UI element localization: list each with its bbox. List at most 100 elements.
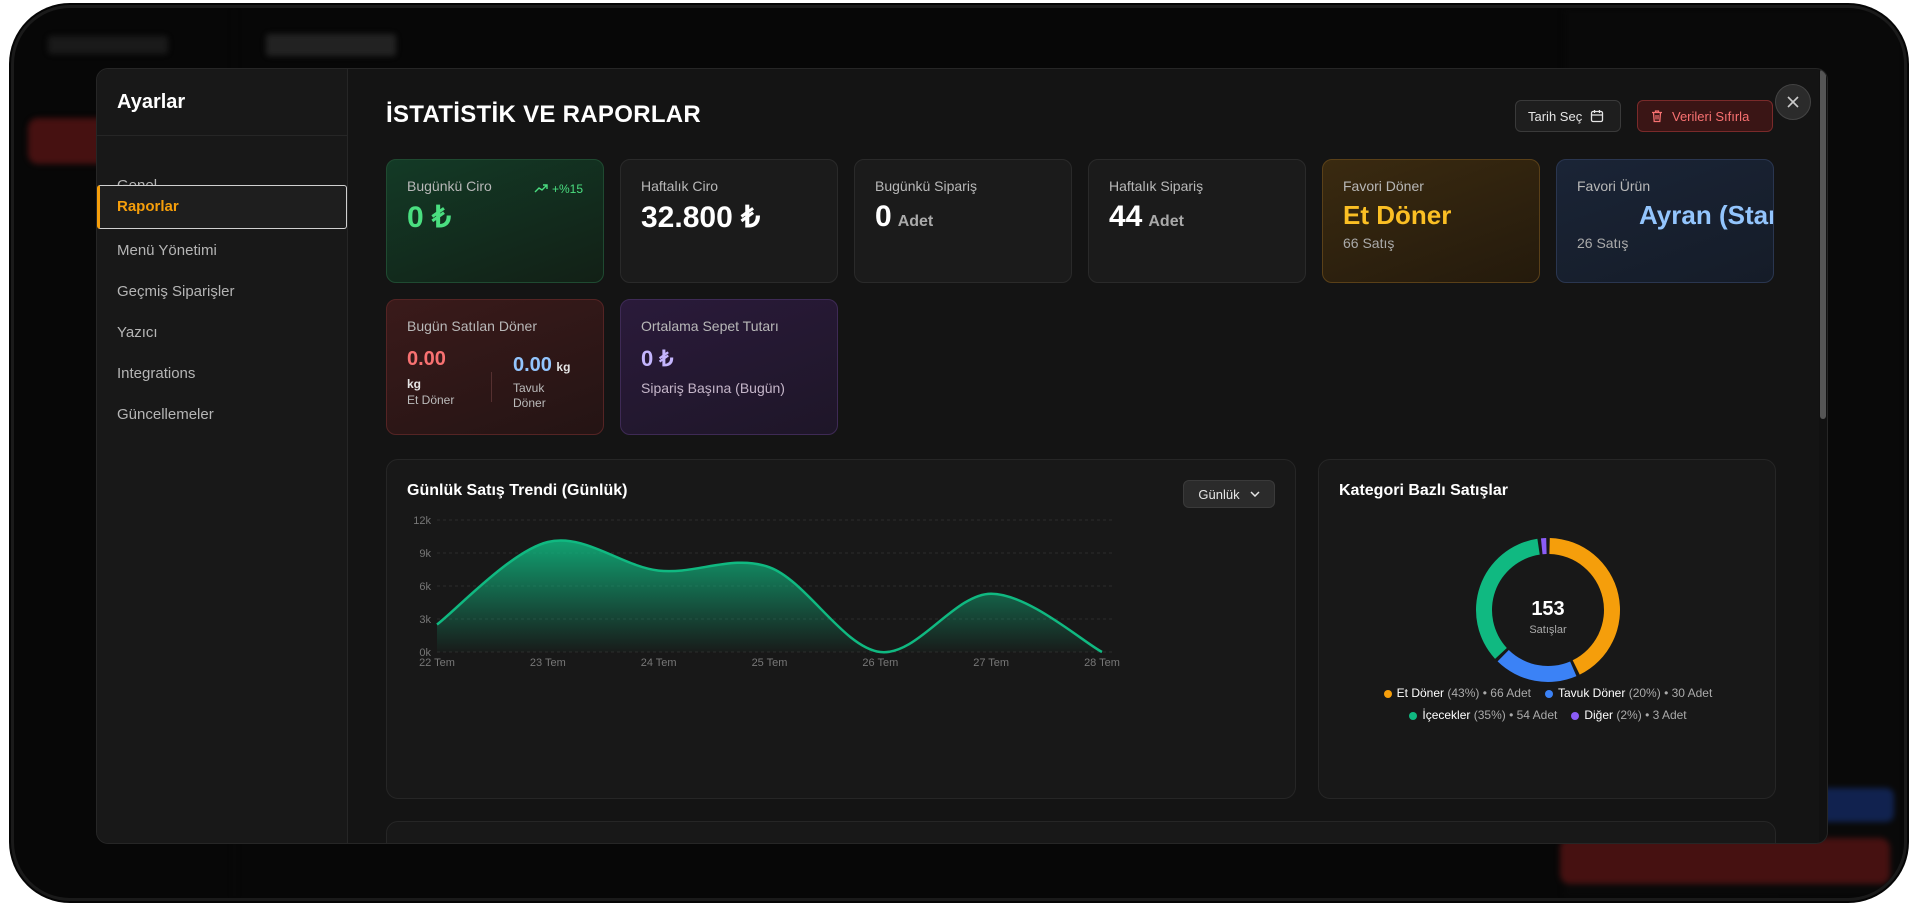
category-legend-row-2: İçecekler (35%) • 54 Adet Diğer (2%) • 3… <box>1319 708 1777 722</box>
legend-dot <box>1544 689 1553 698</box>
card-label: Haftalık Sipariş <box>1109 178 1204 194</box>
card-value: Et Döner <box>1343 200 1452 230</box>
sidebar-item-menu-yonetimi[interactable]: Menü Yönetimi <box>117 242 217 259</box>
background-logo <box>48 36 168 54</box>
legend-label: İçecekler <box>1422 708 1471 722</box>
sidebar-item-integrations[interactable]: Integrations <box>117 365 196 382</box>
card-value: 0 ₺ <box>407 201 452 234</box>
weekly-orders-card: Haftalık Sipariş 44 Adet <box>1088 159 1306 283</box>
reports-content: İSTATİSTİK VE RAPORLAR Tarih Seç Veriler… <box>348 69 1827 843</box>
y-tick-label: 12k <box>413 515 431 527</box>
close-button[interactable] <box>1775 84 1811 120</box>
background-title <box>266 34 396 56</box>
today-orders-card: Bugünkü Sipariş 0 Adet <box>854 159 1072 283</box>
legend-item: Diğer (2%) • 3 Adet <box>1571 708 1687 722</box>
legend-label: Et Döner <box>1396 686 1445 700</box>
donut-total-label: Satışlar <box>1529 624 1567 636</box>
legend-percent: (2%) <box>1616 708 1642 722</box>
trend-badge: +%15 <box>534 182 583 196</box>
reset-data-button[interactable]: Verileri Sıfırla <box>1637 100 1773 132</box>
x-tick-label: 28 Tem <box>1084 657 1120 669</box>
card-sub: 26 Satış <box>1577 235 1629 251</box>
x-tick-label: 22 Tem <box>419 657 455 669</box>
calendar-icon <box>1591 110 1604 123</box>
chevron-down-icon <box>1250 491 1260 497</box>
card-label: Bugünkü Sipariş <box>875 178 977 194</box>
avg-basket-card: Ortalama Sepet Tutarı 0 ₺ Sipariş Başına… <box>620 299 838 435</box>
doner-sold-card: Bugün Satılan Döner 0.00 kg Et Döner 0.0… <box>386 299 604 435</box>
trend-area <box>437 540 1102 653</box>
legend-percent: (20%) <box>1628 686 1661 700</box>
card-sub: Sipariş Başına (Bugün) <box>641 380 785 396</box>
y-tick-label: 6k <box>419 581 431 593</box>
trend-line <box>436 539 1103 654</box>
card-value: 44 <box>1109 200 1143 233</box>
trash-icon <box>1652 110 1662 123</box>
favorite-doner-card: Favori Döner Et Döner 66 Satış <box>1322 159 1540 283</box>
x-tick-label: 26 Tem <box>862 657 898 669</box>
date-button-label: Tarih Seç <box>1528 108 1583 124</box>
date-select-button[interactable]: Tarih Seç <box>1515 100 1621 132</box>
donut-slice[interactable] <box>1476 538 1540 659</box>
period-select-value: Günlük <box>1198 486 1240 502</box>
card-unit: Adet <box>1148 213 1184 230</box>
legend-count: • 66 Adet <box>1482 686 1531 700</box>
reset-button-label: Verileri Sıfırla <box>1672 108 1750 124</box>
legend-label: Tavuk Döner <box>1557 686 1626 700</box>
close-icon <box>1787 96 1799 108</box>
today-revenue-card: Bugünkü Ciro +%15 0 ₺ <box>386 159 604 283</box>
sidebar-item-raporlar[interactable]: Raporlar <box>97 185 347 229</box>
legend-percent: (43%) <box>1447 686 1480 700</box>
legend-count: • 54 Adet <box>1509 708 1558 722</box>
card-unit: Adet <box>897 213 934 230</box>
category-title: Kategori Bazlı Satışlar <box>1339 482 1508 499</box>
card-value: 0 <box>875 200 892 233</box>
card-label: Favori Ürün <box>1577 178 1651 194</box>
y-tick-label: 0k <box>419 647 431 659</box>
category-legend-row-1: Et Döner (43%) • 66 Adet Tavuk Döner (20… <box>1319 686 1777 700</box>
card-label: Ortalama Sepet Tutarı <box>641 318 779 334</box>
tavuk-doner-value: 0.00 <box>513 354 552 376</box>
category-sales-panel: Kategori Bazlı Satışlar 153 Satışlar Et … <box>1318 459 1776 799</box>
donut-slice[interactable] <box>1549 538 1620 675</box>
y-tick-label: 3k <box>419 614 431 626</box>
tavuk-doner-unit: kg <box>556 360 571 374</box>
x-tick-label: 27 Tem <box>973 657 1009 669</box>
x-tick-label: 25 Tem <box>752 657 788 669</box>
weekly-revenue-card: Haftalık Ciro 32.800 ₺ <box>620 159 838 283</box>
sales-trend-panel: Günlük Satış Trendi (Günlük) Günlük 0k 3k… <box>386 459 1296 799</box>
donut-slice[interactable] <box>1540 538 1547 555</box>
sidebar-item-yazici[interactable]: Yazıcı <box>117 324 158 341</box>
card-label: Haftalık Ciro <box>641 178 719 194</box>
card-value: 32.800 ₺ <box>641 201 761 234</box>
legend-dot <box>1571 711 1580 720</box>
legend-label: Diğer <box>1584 708 1614 722</box>
next-panel <box>386 821 1776 843</box>
sidebar-title: Ayarlar <box>117 91 186 113</box>
sidebar-item-guncellemeler[interactable]: Güncellemeler <box>117 406 214 423</box>
scrollbar[interactable] <box>1819 69 1827 843</box>
legend-count: • 3 Adet <box>1645 708 1687 722</box>
card-label: Bugünkü Ciro <box>407 178 492 194</box>
x-tick-label: 24 Tem <box>641 657 677 669</box>
card-sub: 66 Satış <box>1343 235 1395 251</box>
sidebar-item-gecmis-siparisler[interactable]: Geçmiş Siparişler <box>117 283 235 300</box>
y-tick-label: 9k <box>419 548 431 560</box>
legend-dot <box>1409 711 1418 720</box>
et-doner-unit: kg <box>407 377 422 391</box>
trending-up-icon <box>534 184 548 193</box>
card-label: Bugün Satılan Döner <box>407 318 537 334</box>
tavuk-doner-block: 0.00 kg Tavuk Döner <box>513 354 570 411</box>
card-value: Ayran (Standart) <box>1639 200 1773 230</box>
sidebar-divider <box>97 135 347 136</box>
scrollbar-thumb[interactable] <box>1820 69 1826 419</box>
et-doner-value: 0.00 <box>407 348 446 370</box>
period-select[interactable]: Günlük <box>1183 480 1275 508</box>
page-title: İSTATİSTİK VE RAPORLAR <box>386 101 702 128</box>
legend-dot <box>1383 689 1392 698</box>
card-value: 0 ₺ <box>641 346 674 371</box>
donut-slice[interactable] <box>1497 649 1577 682</box>
settings-sidebar: Ayarlar Genel Raporlar Menü Yönetimi Geç… <box>97 69 348 843</box>
x-tick-label: 23 Tem <box>530 657 566 669</box>
trend-chart: 0k 3k 6k 9k 12k 22 Tem 23 Tem 24 Tem 25 Tem 26 Te… <box>413 515 1120 669</box>
